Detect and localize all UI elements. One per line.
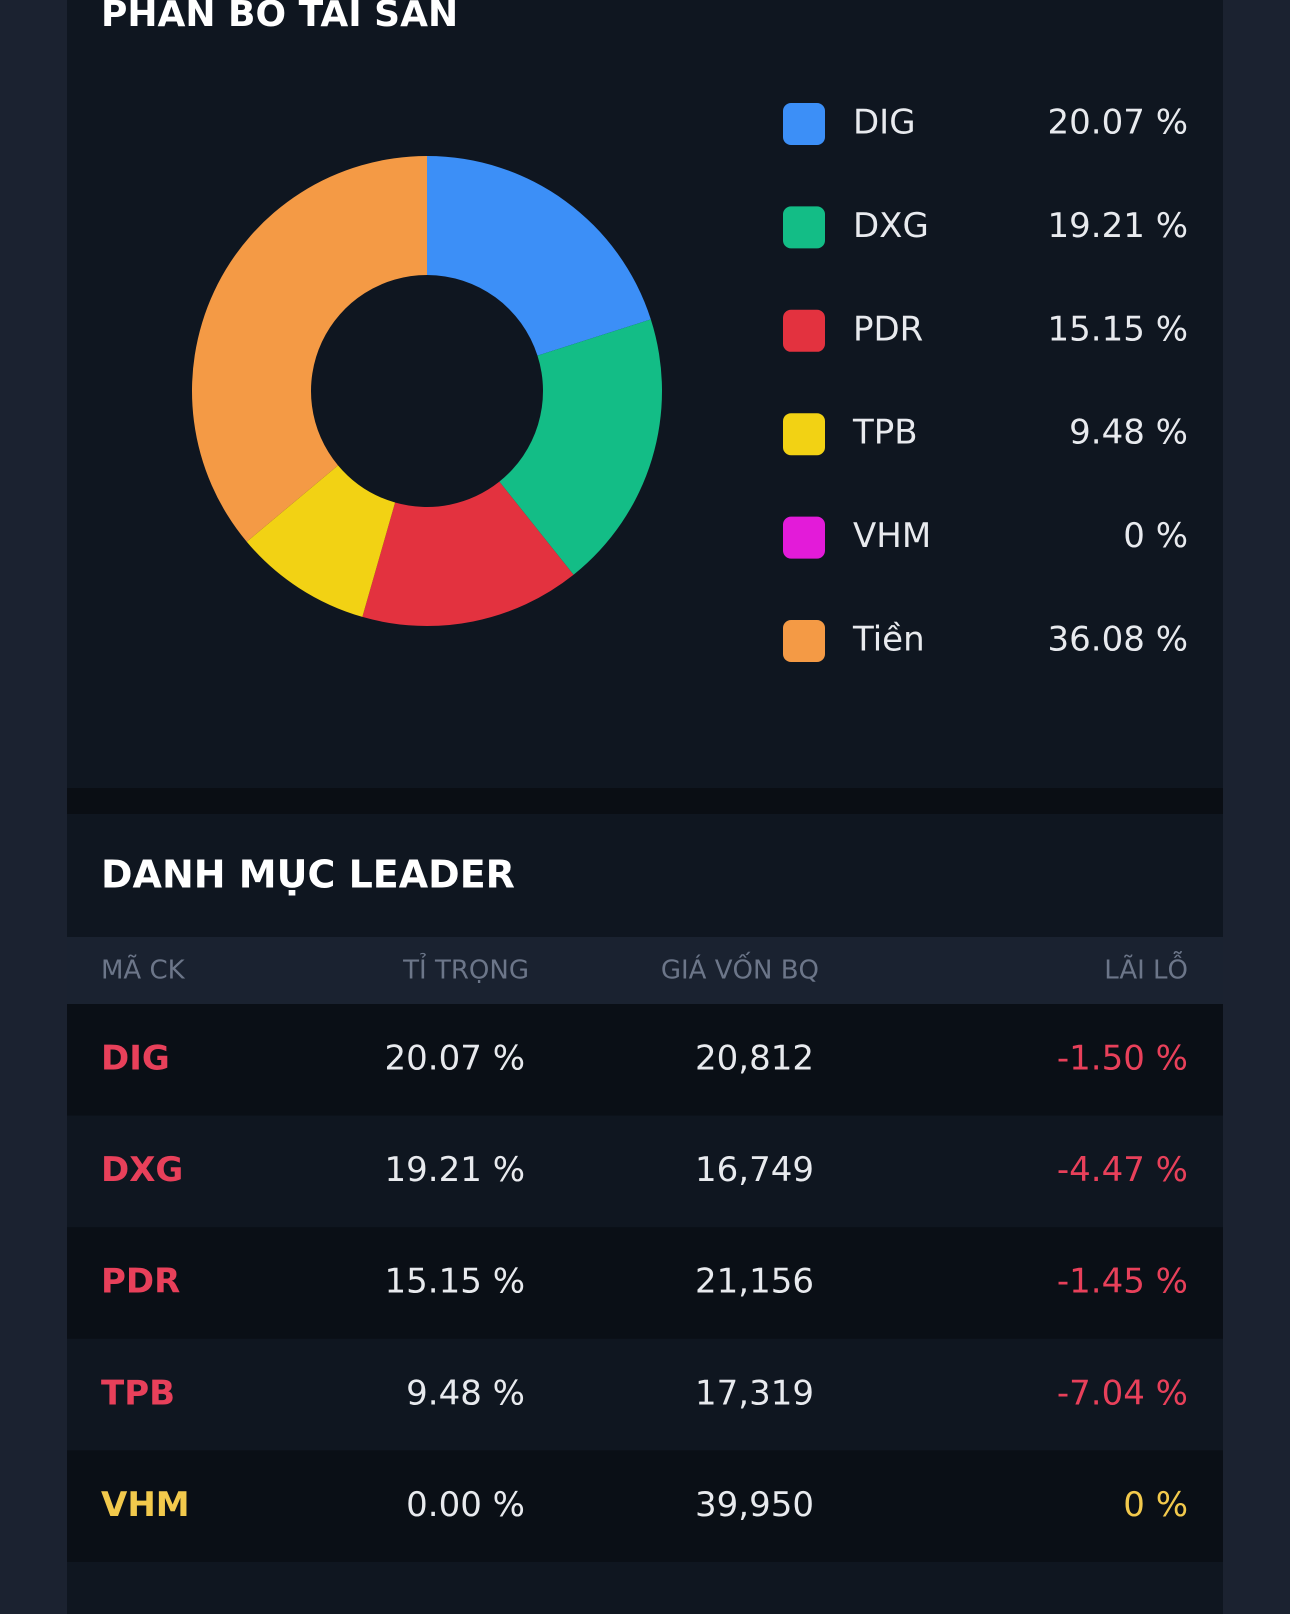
legend-swatch: [783, 516, 825, 559]
legend-value: 20.07 %: [1048, 103, 1188, 143]
ticker: TPB: [101, 1373, 175, 1413]
divider: [67, 788, 1223, 814]
legend-label: TPB: [852, 413, 918, 453]
table-cell: 0 %: [1123, 1485, 1188, 1525]
legend-label: DIG: [853, 103, 916, 143]
table-cell: 19.21 %: [385, 1150, 525, 1190]
column-header: MÃ CK: [101, 954, 186, 986]
table-cell: 17,319: [695, 1373, 814, 1413]
table-row: [67, 1004, 1223, 1116]
table-cell: 39,950: [695, 1485, 814, 1525]
table-cell: -1.50 %: [1057, 1039, 1188, 1079]
legend-label: VHM: [853, 516, 931, 556]
legend-swatch: [783, 206, 825, 249]
legend-label: Tiền: [852, 620, 925, 660]
legend-value: 15.15 %: [1048, 309, 1188, 349]
donut-slice: [362, 481, 574, 627]
legend-label: DXG: [853, 206, 929, 246]
table-cell: 21,156: [695, 1262, 814, 1302]
table-title: DANH MỤC LEADER: [101, 853, 515, 897]
table-cell: 9.48 %: [406, 1373, 525, 1413]
table-row: [67, 1338, 1223, 1451]
legend-value: 9.48 %: [1069, 413, 1188, 453]
table-row: [67, 1227, 1223, 1339]
ticker: DXG: [101, 1150, 183, 1190]
table-cell: 0.00 %: [406, 1485, 525, 1525]
table-cell: -1.45 %: [1057, 1262, 1188, 1302]
legend-value: 19.21 %: [1048, 206, 1188, 246]
column-header: LÃI LỖ: [1104, 950, 1188, 986]
table-cell: 15.15 %: [385, 1262, 525, 1302]
table-header: [67, 937, 1223, 1004]
table-cell: -4.47 %: [1057, 1150, 1188, 1190]
legend-swatch: [783, 309, 825, 352]
ticker: PDR: [101, 1262, 180, 1302]
table-cell: 16,749: [695, 1150, 814, 1190]
table-cell: 20.07 %: [385, 1039, 525, 1079]
donut-slice: [499, 319, 662, 575]
ticker: DIG: [101, 1039, 170, 1079]
table-row: [67, 1450, 1223, 1562]
chart-title: PHÂN BỔ TÀI SẢN: [101, 0, 458, 35]
table-row: [67, 1115, 1223, 1228]
donut-slice: [246, 465, 396, 617]
column-header: GIÁ VỐN BQ: [661, 951, 819, 986]
legend-value: 0 %: [1123, 516, 1188, 556]
table-cell: -7.04 %: [1057, 1373, 1188, 1413]
column-header: TỈ TRỌNG: [402, 952, 529, 986]
donut-slice: [427, 156, 651, 356]
legend-value: 36.08 %: [1048, 620, 1188, 660]
table-cell: 20,812: [695, 1039, 814, 1079]
ticker: VHM: [101, 1485, 190, 1525]
legend-label: PDR: [853, 309, 923, 349]
legend-swatch: [783, 620, 825, 662]
legend-swatch: [783, 413, 825, 456]
legend-swatch: [783, 103, 825, 145]
donut-slice: [192, 156, 427, 542]
